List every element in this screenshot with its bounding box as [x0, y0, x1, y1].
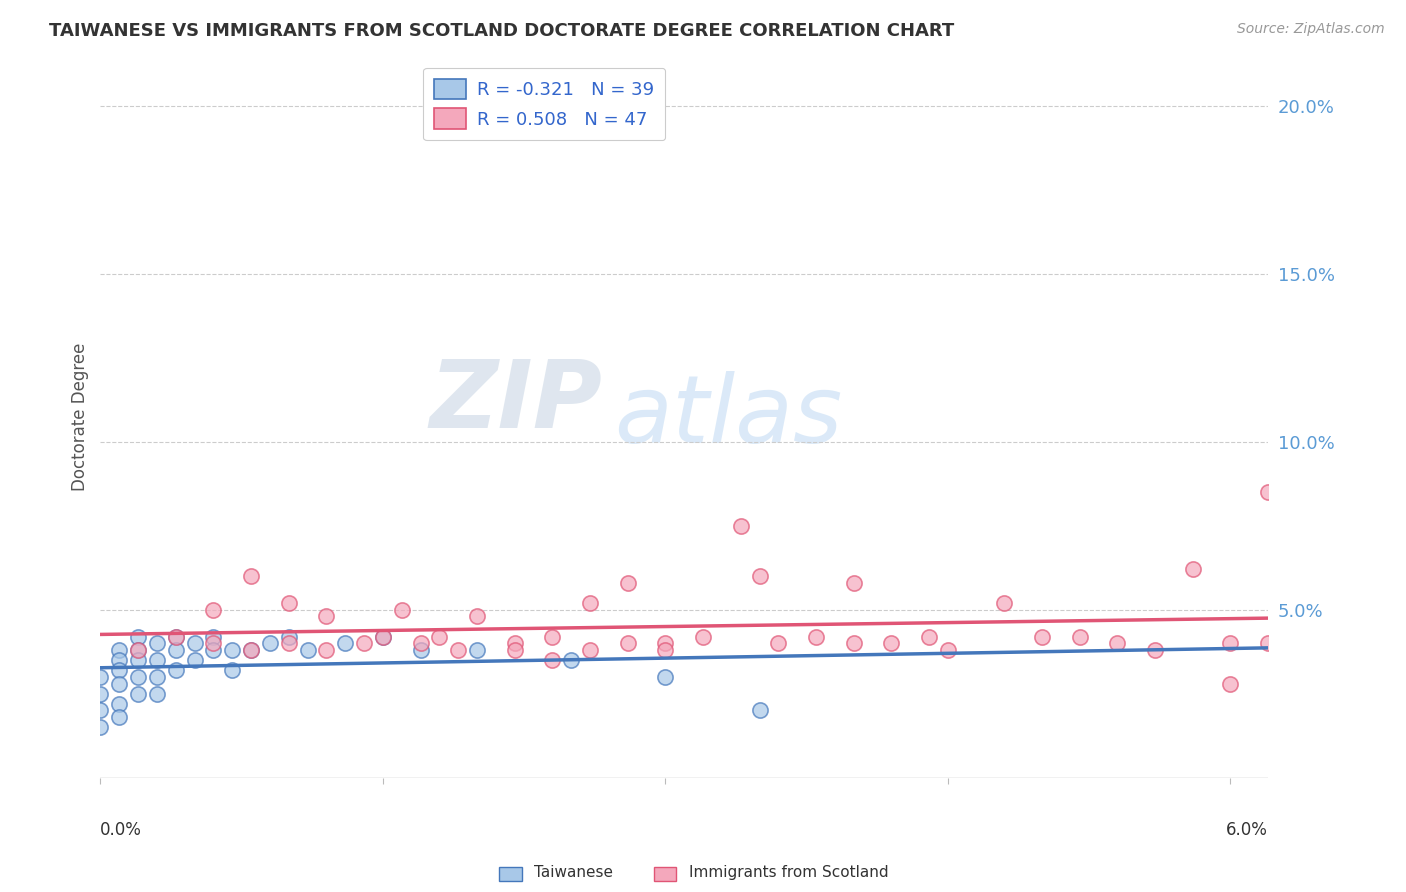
Point	[730, 518, 752, 533]
Point	[108, 643, 131, 657]
Point	[277, 636, 299, 650]
Point	[748, 703, 770, 717]
Point	[1144, 643, 1167, 657]
Point	[127, 630, 149, 644]
Point	[240, 569, 263, 583]
Point	[842, 636, 865, 650]
Point	[804, 630, 827, 644]
Point	[391, 602, 413, 616]
Point	[560, 653, 582, 667]
Point	[654, 636, 676, 650]
Point	[165, 630, 187, 644]
Point	[1219, 636, 1241, 650]
Point	[315, 643, 337, 657]
Point	[616, 636, 638, 650]
Point	[108, 697, 131, 711]
Point	[202, 643, 225, 657]
Point	[616, 575, 638, 590]
Point	[692, 630, 714, 644]
Point	[183, 653, 205, 667]
Point	[654, 670, 676, 684]
Point	[146, 670, 169, 684]
Legend: R = -0.321   N = 39, R = 0.508   N = 47: R = -0.321 N = 39, R = 0.508 N = 47	[423, 68, 665, 140]
Point	[1181, 562, 1204, 576]
Point	[183, 636, 205, 650]
Point	[1257, 485, 1279, 500]
Text: Source: ZipAtlas.com: Source: ZipAtlas.com	[1237, 22, 1385, 37]
Point	[1031, 630, 1053, 644]
Point	[108, 710, 131, 724]
Point	[259, 636, 281, 650]
Point	[127, 643, 149, 657]
Point	[240, 643, 263, 657]
Point	[1257, 636, 1279, 650]
Text: TAIWANESE VS IMMIGRANTS FROM SCOTLAND DOCTORATE DEGREE CORRELATION CHART: TAIWANESE VS IMMIGRANTS FROM SCOTLAND DO…	[49, 22, 955, 40]
Point	[541, 630, 564, 644]
Point	[465, 643, 488, 657]
Point	[89, 720, 111, 734]
Point	[936, 643, 959, 657]
Point	[579, 643, 602, 657]
Point	[240, 643, 263, 657]
Point	[89, 670, 111, 684]
Y-axis label: Doctorate Degree: Doctorate Degree	[72, 343, 89, 491]
Point	[427, 630, 450, 644]
Point	[371, 630, 394, 644]
Point	[108, 663, 131, 677]
Point	[315, 609, 337, 624]
Point	[146, 653, 169, 667]
Point	[89, 703, 111, 717]
Point	[1107, 636, 1129, 650]
Point	[353, 636, 375, 650]
Point	[108, 676, 131, 690]
Point	[993, 596, 1015, 610]
Point	[146, 687, 169, 701]
Point	[503, 643, 526, 657]
Point	[918, 630, 941, 644]
Point	[297, 643, 319, 657]
Point	[127, 653, 149, 667]
Point	[277, 596, 299, 610]
Text: ZIP: ZIP	[430, 356, 602, 448]
Point	[202, 602, 225, 616]
Point	[447, 643, 470, 657]
Point	[768, 636, 790, 650]
Point	[409, 636, 432, 650]
Point	[1219, 676, 1241, 690]
Text: Immigrants from Scotland: Immigrants from Scotland	[689, 865, 889, 880]
Point	[1069, 630, 1091, 644]
Point	[202, 636, 225, 650]
Point	[541, 653, 564, 667]
Point	[127, 687, 149, 701]
Text: 0.0%: 0.0%	[100, 821, 142, 839]
Point	[108, 653, 131, 667]
Text: atlas: atlas	[614, 371, 842, 462]
Point	[89, 687, 111, 701]
Point	[127, 643, 149, 657]
Point	[165, 643, 187, 657]
Point	[127, 670, 149, 684]
Text: 6.0%: 6.0%	[1226, 821, 1268, 839]
Point	[371, 630, 394, 644]
Text: Taiwanese: Taiwanese	[534, 865, 613, 880]
Point	[165, 630, 187, 644]
Point	[748, 569, 770, 583]
Point	[654, 643, 676, 657]
Point	[202, 630, 225, 644]
Point	[409, 643, 432, 657]
Point	[221, 643, 243, 657]
Point	[221, 663, 243, 677]
Point	[277, 630, 299, 644]
Point	[335, 636, 357, 650]
Point	[880, 636, 903, 650]
Point	[465, 609, 488, 624]
Point	[503, 636, 526, 650]
Point	[842, 575, 865, 590]
Point	[165, 663, 187, 677]
Point	[579, 596, 602, 610]
Point	[146, 636, 169, 650]
